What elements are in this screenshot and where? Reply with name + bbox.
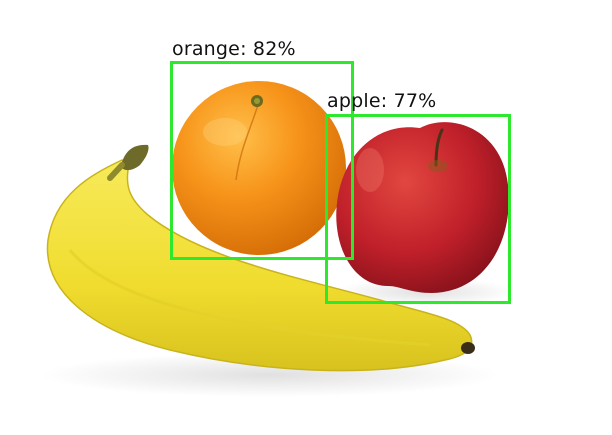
banana [46, 144, 475, 372]
orange-detection-box [170, 61, 354, 260]
banana-tip [461, 342, 475, 354]
apple [336, 122, 509, 293]
orange [172, 81, 346, 255]
apple-detection-label: apple: 77% [327, 90, 437, 112]
orange-detection-label: orange: 82% [172, 38, 296, 60]
apple-detection-box [325, 114, 511, 304]
